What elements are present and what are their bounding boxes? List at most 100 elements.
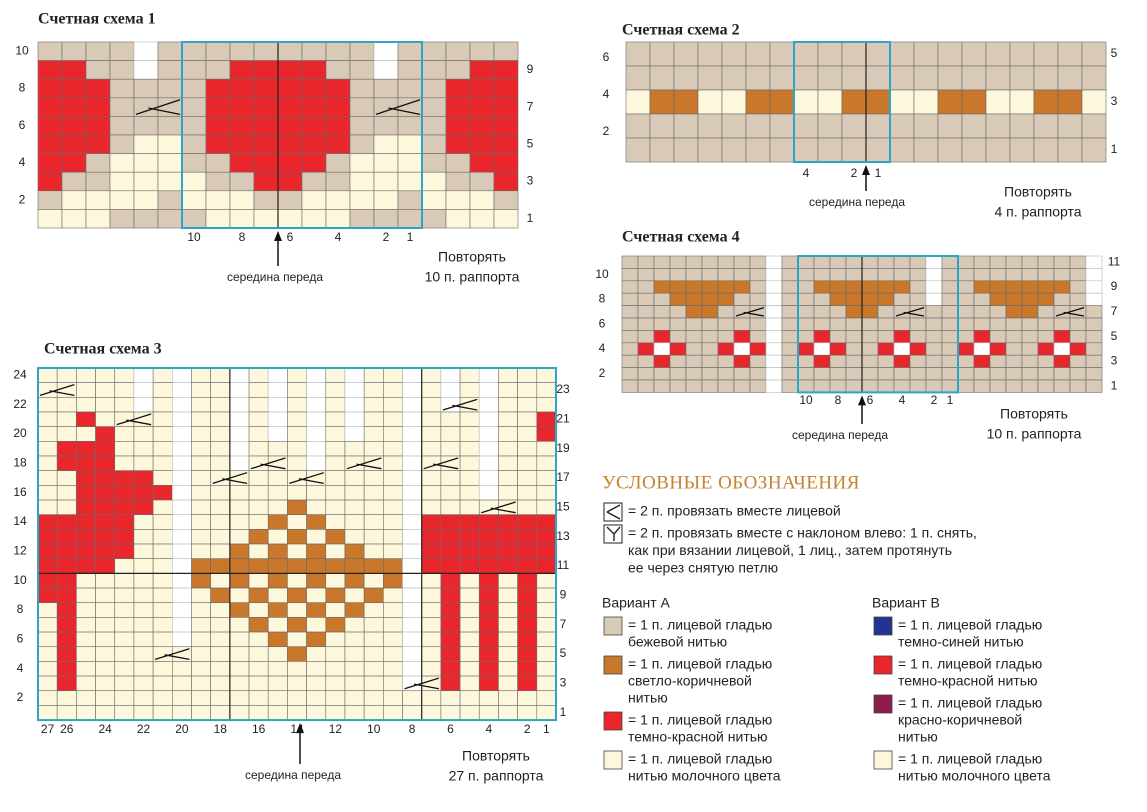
grid-cell xyxy=(701,379,719,393)
grid-cell xyxy=(95,631,116,648)
grid-cell xyxy=(841,137,867,163)
grid-cell xyxy=(1037,255,1055,269)
grid-cell xyxy=(171,690,192,706)
grid-cell xyxy=(301,41,327,61)
grid-cell xyxy=(989,317,1007,331)
grid-cell xyxy=(229,661,250,677)
grid-cell xyxy=(76,397,96,413)
grid-cell xyxy=(229,499,250,515)
grid-cell xyxy=(829,379,847,393)
chart-title: Счетная схема 4 xyxy=(622,229,740,246)
grid-cell xyxy=(745,89,771,115)
grid-cell xyxy=(478,411,499,427)
grid-cell xyxy=(861,367,879,381)
grid-cell xyxy=(363,705,384,721)
grid-cell xyxy=(781,292,799,306)
grid-cell xyxy=(248,499,269,515)
grid-cell xyxy=(459,514,480,530)
grid-cell xyxy=(171,661,192,677)
grid-cell xyxy=(267,485,288,501)
repeat-label: 10 п. раппорта xyxy=(987,426,1082,442)
grid-cell xyxy=(306,499,327,515)
row-label: 14 xyxy=(13,514,27,528)
grid-cell xyxy=(402,558,423,574)
grid-cell xyxy=(478,661,499,677)
grid-cell xyxy=(845,280,863,294)
row-label: 10 xyxy=(15,43,29,57)
grid-cell xyxy=(205,97,231,117)
grid-cell xyxy=(363,441,384,457)
grid-cell xyxy=(889,113,915,139)
grid-cell xyxy=(421,41,447,61)
column-label: 4 xyxy=(803,166,810,180)
grid-cell xyxy=(344,543,365,560)
grid-cell xyxy=(114,470,135,486)
grid-cell xyxy=(621,367,639,381)
grid-cell xyxy=(85,134,111,154)
grid-cell xyxy=(171,455,192,471)
grid-cell xyxy=(925,354,943,368)
grid-cell xyxy=(363,602,384,618)
grid-cell xyxy=(478,573,499,589)
center-label: середина переда xyxy=(227,270,323,284)
grid-cell xyxy=(1069,342,1087,356)
grid-cell xyxy=(909,255,927,269)
grid-cell xyxy=(829,280,847,294)
grid-cell xyxy=(287,367,307,383)
grid-cell xyxy=(673,65,699,91)
grid-cell xyxy=(765,268,783,282)
grid-cell xyxy=(402,543,423,560)
grid-cell xyxy=(56,602,77,618)
grid-cell xyxy=(56,426,77,442)
grid-cell xyxy=(961,89,987,115)
grid-cell xyxy=(1021,317,1039,331)
grid-cell xyxy=(493,153,519,173)
grid-cell xyxy=(440,705,461,721)
grid-cell xyxy=(210,382,231,398)
grid-cell xyxy=(673,89,699,115)
grid-cell xyxy=(781,268,799,282)
grid-cell xyxy=(536,426,557,442)
grid-cell xyxy=(498,529,518,545)
grid-cell xyxy=(171,558,192,574)
grid-cell xyxy=(287,411,307,427)
grid-cell xyxy=(37,631,58,648)
grid-cell xyxy=(925,342,943,356)
grid-cell xyxy=(152,529,173,545)
grid-cell xyxy=(325,411,346,427)
grid-cell xyxy=(1033,113,1059,139)
grid-cell xyxy=(973,354,991,368)
grid-cell xyxy=(344,661,365,677)
grid-cell xyxy=(478,514,499,530)
grid-cell xyxy=(536,675,557,692)
grid-cell xyxy=(536,514,557,530)
grid-cell xyxy=(383,602,403,618)
grid-cell xyxy=(440,617,461,633)
grid-cell xyxy=(325,602,346,618)
grid-cell xyxy=(769,89,795,115)
grid-cell xyxy=(383,661,403,677)
grid-cell xyxy=(421,153,447,173)
grid-cell xyxy=(114,675,135,692)
grid-cell xyxy=(478,617,499,633)
grid-cell xyxy=(191,367,211,383)
grid-cell xyxy=(1085,330,1103,344)
grid-cell xyxy=(363,558,384,574)
grid-cell xyxy=(1081,89,1107,115)
grid-cell xyxy=(383,426,403,442)
grid-cell xyxy=(191,705,211,721)
grid-cell xyxy=(56,367,77,383)
grid-cell xyxy=(697,137,723,163)
grid-cell xyxy=(253,41,279,61)
grid-cell xyxy=(114,455,135,471)
grid-cell xyxy=(421,397,442,413)
repeat-box xyxy=(797,255,959,394)
grid-cell xyxy=(536,631,557,648)
grid-cell xyxy=(893,330,911,344)
grid-cell xyxy=(498,411,518,427)
grid-cell xyxy=(133,367,154,383)
grid-cell xyxy=(459,602,480,618)
row-label: 3 xyxy=(527,174,534,188)
grid-cell xyxy=(133,470,154,486)
grid-cell xyxy=(1021,280,1039,294)
